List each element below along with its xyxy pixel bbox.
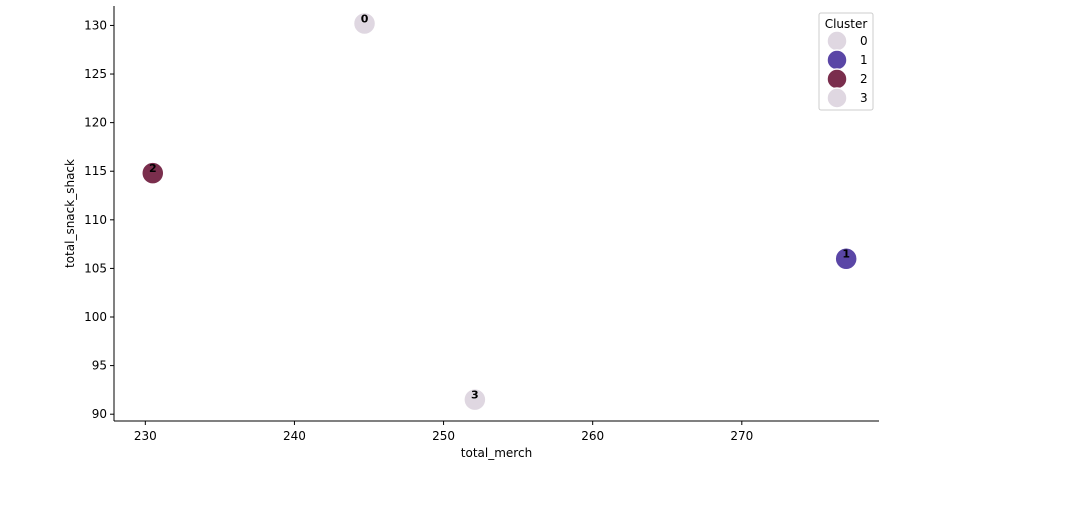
legend-label: 1 [860,53,868,67]
y-tick-label: 100 [84,310,107,324]
legend: Cluster 0 1 2 3 [818,12,874,111]
x-axis-title: total_merch [461,446,532,460]
y-tick-label: 130 [84,18,107,32]
legend-marker [826,68,848,90]
legend-marker [826,49,848,71]
x-tick-label: 240 [283,429,306,443]
legend-label: 3 [860,91,868,105]
y-tick-label: 120 [84,116,107,130]
point-labels: 0 1 2 3 [149,12,850,401]
legend-marker [826,30,848,52]
legend-label: 2 [860,72,868,86]
point-label: 1 [842,248,850,261]
data-points [141,11,858,412]
y-tick-label: 95 [92,359,107,373]
point-label: 2 [149,162,157,175]
x-tick-label: 230 [134,429,157,443]
point-label: 3 [471,389,479,402]
y-tick-label: 125 [84,67,107,81]
y-tick-label: 90 [92,407,107,421]
y-axis-title: total_snack_shack [63,159,77,268]
legend-marker [826,87,848,109]
point-label: 0 [361,12,369,25]
legend-label: 0 [860,34,868,48]
x-tick-label: 270 [730,429,753,443]
axes: 230 240 250 260 2709095100105110115120125130… [63,6,879,460]
y-tick-label: 105 [84,261,107,275]
scatter-point [352,11,377,36]
legend-title: Cluster [825,17,868,31]
x-tick-label: 260 [581,429,604,443]
scatter-point [463,387,487,412]
y-tick-label: 115 [84,164,107,178]
scatter-point [834,246,858,271]
scatter-point [141,161,165,185]
x-tick-label: 250 [432,429,455,443]
y-tick-label: 110 [84,213,107,227]
